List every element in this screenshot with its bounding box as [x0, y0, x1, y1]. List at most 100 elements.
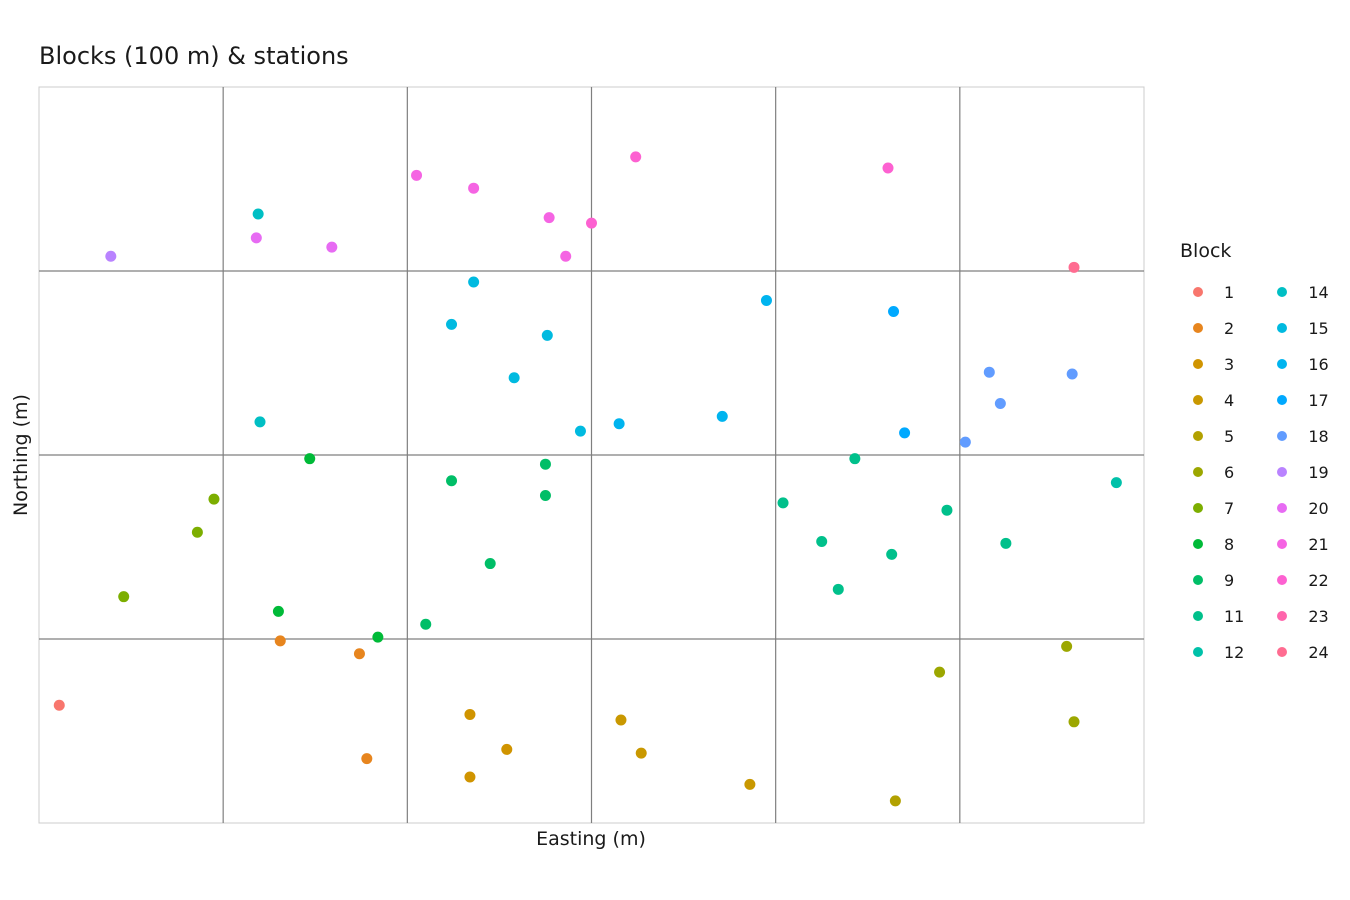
- station-point-block-6: [934, 666, 946, 678]
- legend-item-block-21: 21: [1264, 526, 1329, 562]
- station-point-block-4: [615, 714, 627, 726]
- legend-item-block-7: 7: [1180, 490, 1244, 526]
- legend-item-block-24: 24: [1264, 634, 1329, 670]
- legend-key: [1193, 287, 1203, 297]
- station-point-block-21: [468, 182, 480, 194]
- station-point-block-11: [941, 504, 953, 516]
- legend-columns: 1 2 3 4 5 6 7 8 9 11 12 14 15 16 17 18 19 20 21 22 23 24: [1180, 274, 1340, 670]
- station-point-block-12: [1110, 477, 1122, 489]
- station-point-block-22: [630, 151, 642, 163]
- legend-key: [1193, 467, 1203, 477]
- station-point-block-9: [420, 618, 432, 630]
- data-points: [53, 151, 1122, 807]
- legend-title: Block: [1180, 240, 1232, 262]
- legend-item-block-12: 12: [1180, 634, 1244, 670]
- legend-key: [1193, 323, 1203, 333]
- legend-key: [1277, 359, 1288, 369]
- station-point-block-8: [272, 605, 284, 617]
- legend-label: 14: [1308, 282, 1329, 302]
- legend-label: 15: [1308, 318, 1329, 338]
- legend-key: [1277, 611, 1288, 621]
- station-point-block-3: [501, 743, 513, 755]
- station-point-block-8: [304, 453, 316, 465]
- station-point-block-16: [613, 418, 625, 430]
- legend-item-block-3: 3: [1180, 346, 1244, 382]
- legend-label: 21: [1308, 534, 1329, 554]
- legend-item-block-20: 20: [1264, 490, 1329, 526]
- station-point-block-7: [118, 591, 130, 603]
- station-point-block-18: [959, 436, 971, 448]
- station-point-block-15: [541, 329, 553, 341]
- station-point-block-9: [539, 489, 551, 501]
- legend-label: 2: [1224, 318, 1235, 338]
- station-point-block-11: [886, 548, 898, 560]
- station-point-block-7: [208, 493, 220, 505]
- station-point-block-15: [508, 372, 520, 384]
- legend-label: 17: [1308, 390, 1329, 410]
- station-point-block-20: [326, 241, 338, 253]
- legend-label: 5: [1224, 426, 1235, 446]
- station-point-block-24: [1068, 261, 1080, 273]
- station-point-block-8: [372, 631, 384, 643]
- legend-key: [1277, 323, 1288, 333]
- legend-key: [1277, 575, 1288, 585]
- legend-label: 23: [1308, 606, 1329, 626]
- legend-column: 14 15 16 17 18 19 20 21 22 23 24: [1264, 274, 1329, 670]
- station-point-block-5: [889, 795, 901, 807]
- legend-label: 22: [1308, 570, 1329, 590]
- legend-key: [1277, 395, 1288, 405]
- station-point-block-9: [539, 458, 551, 470]
- station-point-block-18: [983, 366, 995, 378]
- legend-item-block-15: 15: [1264, 310, 1329, 346]
- station-point-block-11: [849, 453, 861, 465]
- station-point-block-22: [586, 217, 597, 229]
- station-point-block-4: [635, 747, 647, 759]
- legend-label: 4: [1224, 390, 1235, 410]
- station-point-block-16: [760, 294, 772, 306]
- station-point-block-2: [274, 635, 286, 647]
- legend-item-block-23: 23: [1264, 598, 1329, 634]
- station-point-block-15: [468, 276, 480, 288]
- station-point-block-17: [888, 305, 900, 317]
- legend-label: 19: [1308, 462, 1329, 482]
- legend-item-block-9: 9: [1180, 562, 1244, 598]
- legend-key: [1193, 359, 1203, 369]
- station-point-block-9: [484, 558, 496, 570]
- station-point-block-2: [361, 753, 373, 765]
- legend-label: 9: [1224, 570, 1235, 590]
- legend-label: 7: [1224, 498, 1235, 518]
- legend-item-block-17: 17: [1264, 382, 1329, 418]
- station-point-block-21: [411, 169, 423, 181]
- station-point-block-3: [464, 708, 476, 720]
- station-point-block-6: [1068, 716, 1080, 728]
- legend-column: 1 2 3 4 5 6 7 8 9 11 12: [1180, 274, 1244, 670]
- legend-label: 6: [1224, 462, 1235, 482]
- legend-item-block-11: 11: [1180, 598, 1244, 634]
- station-point-block-11: [832, 583, 844, 595]
- legend-item-block-8: 8: [1180, 526, 1244, 562]
- legend-key: [1277, 431, 1288, 441]
- legend-item-block-16: 16: [1264, 346, 1329, 382]
- legend-key: [1193, 647, 1203, 657]
- station-point-block-4: [744, 778, 756, 790]
- station-point-block-18: [1066, 368, 1078, 380]
- station-point-block-11: [1000, 537, 1012, 549]
- station-point-block-6: [1061, 640, 1073, 652]
- legend-item-block-5: 5: [1180, 418, 1244, 454]
- legend-item-block-4: 4: [1180, 382, 1244, 418]
- y-axis-title: Northing (m): [10, 394, 32, 516]
- legend-label: 1: [1224, 282, 1235, 302]
- station-point-block-21: [560, 250, 572, 262]
- legend-key: [1193, 611, 1203, 621]
- legend-label: 18: [1308, 426, 1329, 446]
- legend-key: [1277, 503, 1288, 513]
- legend-label: 24: [1308, 642, 1329, 662]
- legend-key: [1193, 539, 1203, 549]
- legend-key: [1193, 395, 1203, 405]
- legend-key: [1277, 287, 1288, 297]
- grid-lines: [39, 87, 1144, 823]
- legend-item-block-22: 22: [1264, 562, 1329, 598]
- station-point-block-15: [574, 425, 586, 437]
- legend-key: [1193, 431, 1203, 441]
